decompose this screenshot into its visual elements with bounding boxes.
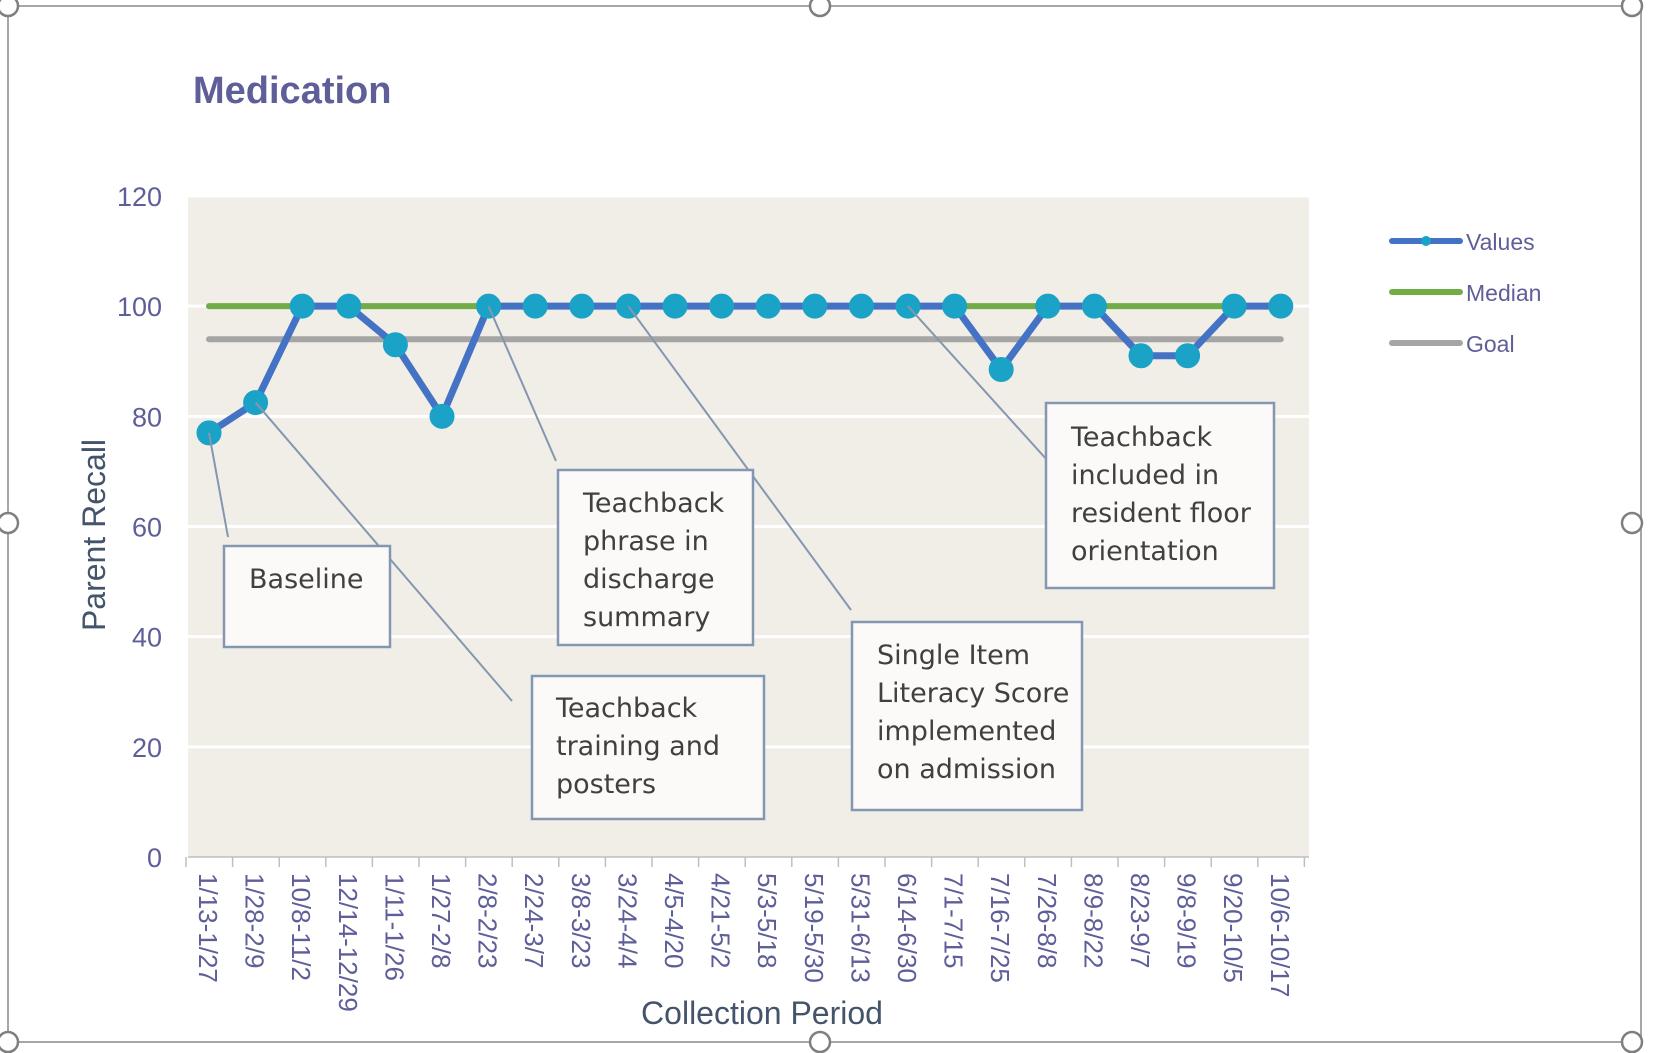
- data-point-values: [522, 293, 548, 319]
- y-tick-label: 20: [132, 733, 162, 763]
- callout-box: [1044, 401, 1276, 590]
- callout-text: discharge: [583, 564, 715, 595]
- callout-text: orientation: [1071, 536, 1219, 567]
- callout-leader-line: [627, 305, 852, 611]
- legend-marker: [1421, 236, 1431, 246]
- x-tick-label: 4/5-4/20: [659, 873, 689, 968]
- y-tick-label: 40: [132, 623, 162, 653]
- callout-leader-line: [487, 305, 557, 462]
- callout-box: [850, 620, 1084, 812]
- y-tick-label: 100: [117, 292, 162, 322]
- data-point-values: [1268, 293, 1294, 319]
- data-point-values: [709, 293, 735, 319]
- callout-box: [556, 468, 755, 647]
- legend-label: Median: [1466, 280, 1541, 306]
- x-tick-label: 1/11-1/26: [379, 873, 409, 981]
- x-tick-label: 10/8-11/2: [286, 873, 316, 981]
- callout-text: on admission: [877, 754, 1056, 785]
- callout-text: phrase in: [583, 526, 709, 557]
- data-point-values: [1128, 343, 1154, 369]
- x-tick-label: 3/8-3/23: [566, 873, 596, 968]
- resize-handle[interactable]: [808, 0, 832, 18]
- callout-text: Teachback: [582, 488, 725, 519]
- callout-text: Teachback: [555, 693, 698, 724]
- data-point-values: [336, 293, 362, 319]
- callout-text: posters: [556, 769, 656, 800]
- data-point-values: [1035, 293, 1061, 319]
- resize-handle[interactable]: [0, 511, 20, 535]
- data-point-values: [569, 293, 595, 319]
- x-tick-label: 12/14-12/29: [333, 873, 363, 1012]
- callout-text: included in: [1071, 460, 1219, 491]
- y-tick-label: 60: [132, 513, 162, 543]
- data-point-values: [1081, 293, 1107, 319]
- resize-handle[interactable]: [1620, 1030, 1644, 1053]
- legend-label: Values: [1466, 229, 1535, 255]
- x-tick-label: 7/1-7/15: [939, 873, 969, 968]
- callout-text: Teachback: [1070, 422, 1213, 453]
- callout-text: Single Item: [877, 640, 1030, 671]
- x-tick-label: 9/20-10/5: [1218, 873, 1248, 983]
- x-tick-label: 8/9-8/22: [1078, 873, 1108, 968]
- x-axis-title: Collection Period: [641, 995, 883, 1031]
- legend-label: Goal: [1466, 331, 1515, 357]
- callout-box: [222, 544, 392, 649]
- data-point-values: [988, 357, 1014, 383]
- callout-text: training and: [556, 731, 720, 762]
- chart-title: Medication: [193, 70, 391, 112]
- resize-handle[interactable]: [1620, 511, 1644, 535]
- x-tick-label: 1/28-2/9: [240, 873, 270, 968]
- data-point-values: [942, 293, 968, 319]
- y-tick-label: 80: [132, 402, 162, 432]
- data-point-values: [1175, 343, 1201, 369]
- x-tick-label: 8/23-9/7: [1125, 873, 1155, 968]
- data-point-values: [382, 332, 408, 358]
- callout-text: summary: [583, 602, 710, 633]
- x-tick-label: 7/16-7/25: [985, 873, 1015, 983]
- resize-handle[interactable]: [0, 1030, 20, 1053]
- callout-text: Literacy Score: [877, 678, 1069, 709]
- callout-text: implemented: [877, 716, 1056, 747]
- callout-leader-line: [208, 432, 229, 538]
- x-tick-label: 1/13-1/27: [193, 873, 223, 983]
- callout-box: [530, 674, 766, 821]
- x-tick-label: 9/8-9/19: [1172, 873, 1202, 968]
- y-tick-label: 0: [147, 843, 162, 873]
- data-point-values: [429, 403, 455, 429]
- x-tick-label: 5/31-6/13: [845, 873, 875, 983]
- data-point-values: [848, 293, 874, 319]
- data-point-values: [1221, 293, 1247, 319]
- y-axis-title: Parent Recall: [76, 439, 112, 631]
- x-tick-label: 3/24-4/4: [612, 873, 642, 968]
- x-tick-label: 2/24-3/7: [519, 873, 549, 968]
- data-point-values: [755, 293, 781, 319]
- x-tick-label: 5/3-5/18: [752, 873, 782, 968]
- resize-handle[interactable]: [0, 0, 20, 18]
- x-tick-label: 10/6-10/17: [1265, 873, 1295, 997]
- callout-text: Baseline: [249, 564, 363, 595]
- resize-handle[interactable]: [808, 1030, 832, 1053]
- resize-handle[interactable]: [1620, 0, 1644, 18]
- x-tick-label: 1/27-2/8: [426, 873, 456, 968]
- data-point-values: [662, 293, 688, 319]
- data-point-values: [802, 293, 828, 319]
- callout-leader-line: [907, 305, 1049, 462]
- y-tick-label: 120: [117, 182, 162, 212]
- x-tick-label: 4/21-5/2: [706, 873, 736, 968]
- x-tick-label: 6/14-6/30: [892, 873, 922, 983]
- x-tick-label: 7/26-8/8: [1032, 873, 1062, 968]
- data-point-values: [289, 293, 315, 319]
- callout-text: resident floor: [1071, 498, 1252, 529]
- x-tick-label: 5/19-5/30: [799, 873, 829, 983]
- x-tick-label: 2/8-2/23: [473, 873, 503, 968]
